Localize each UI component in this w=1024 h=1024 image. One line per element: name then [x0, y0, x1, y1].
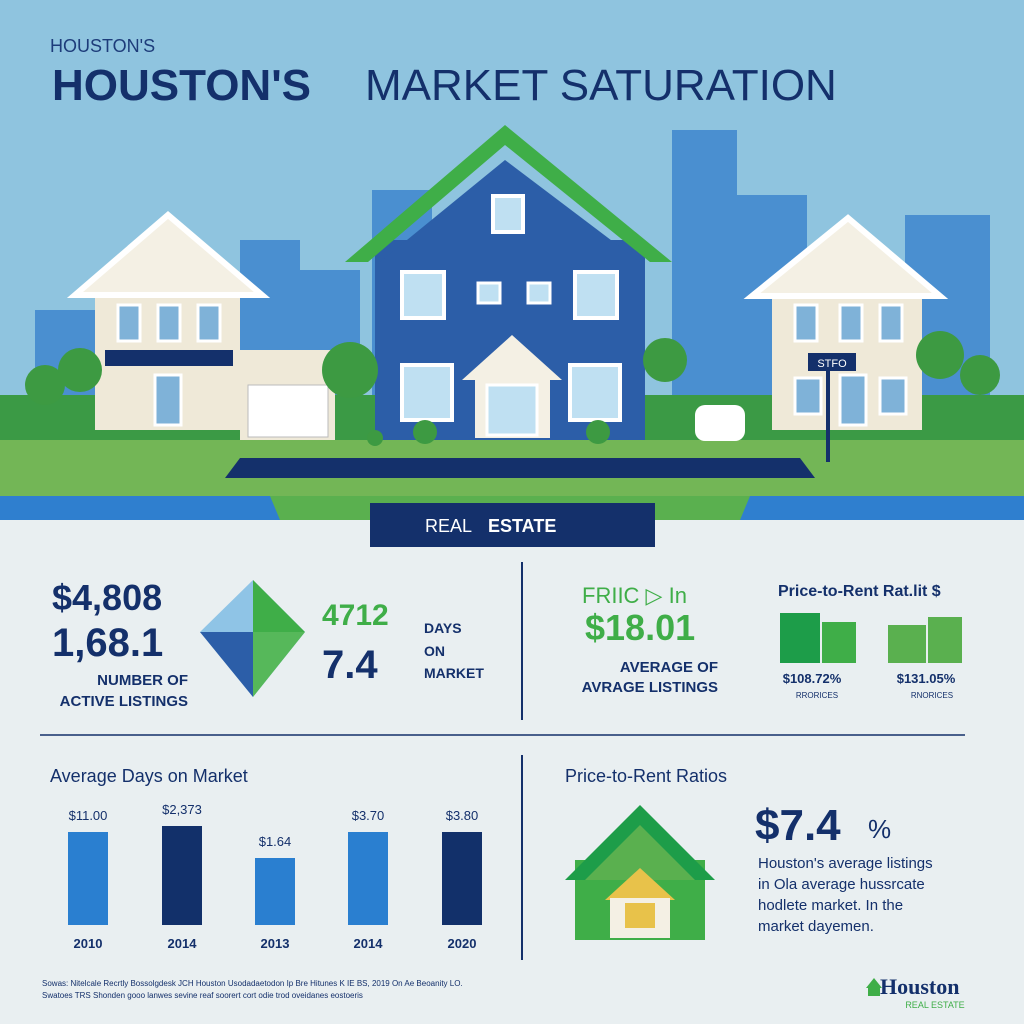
bar-year: 2010: [74, 936, 103, 951]
header-kicker: HOUSTON'S: [50, 36, 155, 56]
stat-value: 7.4: [322, 643, 378, 687]
ratios-text: hodlete market. In the: [758, 897, 903, 914]
house-left: [66, 211, 335, 440]
ratios-value: $7.4: [755, 801, 841, 850]
road: [225, 458, 815, 478]
ptr-label: RNORICES: [911, 691, 953, 700]
house-center: [345, 125, 672, 440]
ptr-value: $131.05%: [897, 671, 956, 686]
logo: Houston: [880, 974, 959, 999]
house-icon: [565, 805, 715, 940]
source: Sowas: Nitelcale Recrtly Bossolgdesk JCH…: [42, 979, 463, 988]
bar-label: $2,373: [162, 802, 202, 817]
bar-label: $11.00: [69, 808, 108, 823]
bar-label: $1.64: [259, 834, 292, 849]
car: [695, 405, 745, 441]
stat-label: NUMBER OF: [97, 672, 188, 689]
bars: [68, 826, 482, 925]
banner-light: REAL: [425, 516, 472, 536]
price-value: $18.01: [585, 607, 695, 648]
ratios-unit: %: [868, 814, 891, 844]
ratios-text: market dayemen.: [758, 918, 874, 935]
stat-value: $4,808: [52, 577, 162, 618]
bar-year: 2013: [261, 936, 290, 951]
stat-label: ON: [424, 643, 445, 659]
bar-label: $3.70: [352, 808, 385, 823]
banner-bold: ESTATE: [488, 516, 556, 536]
sign-text: STFO: [817, 358, 847, 370]
ratios-text: Houston's average listings: [758, 855, 933, 872]
diamond-icon: [200, 580, 305, 697]
ptr-value: $108.72%: [783, 671, 842, 686]
price-label: AVRAGE LISTINGS: [582, 679, 718, 696]
trees: [25, 331, 1000, 446]
price-label: AVERAGE OF: [620, 659, 718, 676]
stat-value: 4712: [322, 599, 389, 632]
banner: [370, 503, 655, 547]
header-title-bold: HOUSTON'S: [52, 61, 311, 110]
bar-year: 2014: [168, 936, 198, 951]
bar-year: 2020: [448, 936, 477, 951]
source: Swatoes TRS Shonden gooo lanwes sevine r…: [42, 991, 363, 1000]
stat-value: 1,68.1: [52, 621, 163, 665]
house-right: [743, 214, 949, 462]
stat-label: MARKET: [424, 665, 484, 681]
stat-label: ACTIVE LISTINGS: [60, 693, 188, 710]
ratios-title: Price-to-Rent Ratios: [565, 766, 727, 786]
ratios-text: in Ola average hussrcate: [758, 876, 925, 893]
panel: [0, 520, 1024, 1024]
ptr-title: Price-to-Rent Rat.lit $: [778, 583, 941, 600]
bar-label: $3.80: [446, 808, 479, 823]
chart-title: Average Days on Market: [50, 766, 248, 786]
logo-sub: REAL ESTATE: [905, 1000, 964, 1010]
header-title-light: MARKET SATURATION: [365, 61, 837, 110]
ptr-label: RRORICES: [796, 691, 838, 700]
ptr-icon: [780, 613, 962, 663]
price-heading: FRIIC ▷ In: [582, 583, 687, 608]
logo-icon: [866, 978, 882, 996]
bar-year: 2014: [354, 936, 384, 951]
stat-label: DAYS: [424, 620, 462, 636]
